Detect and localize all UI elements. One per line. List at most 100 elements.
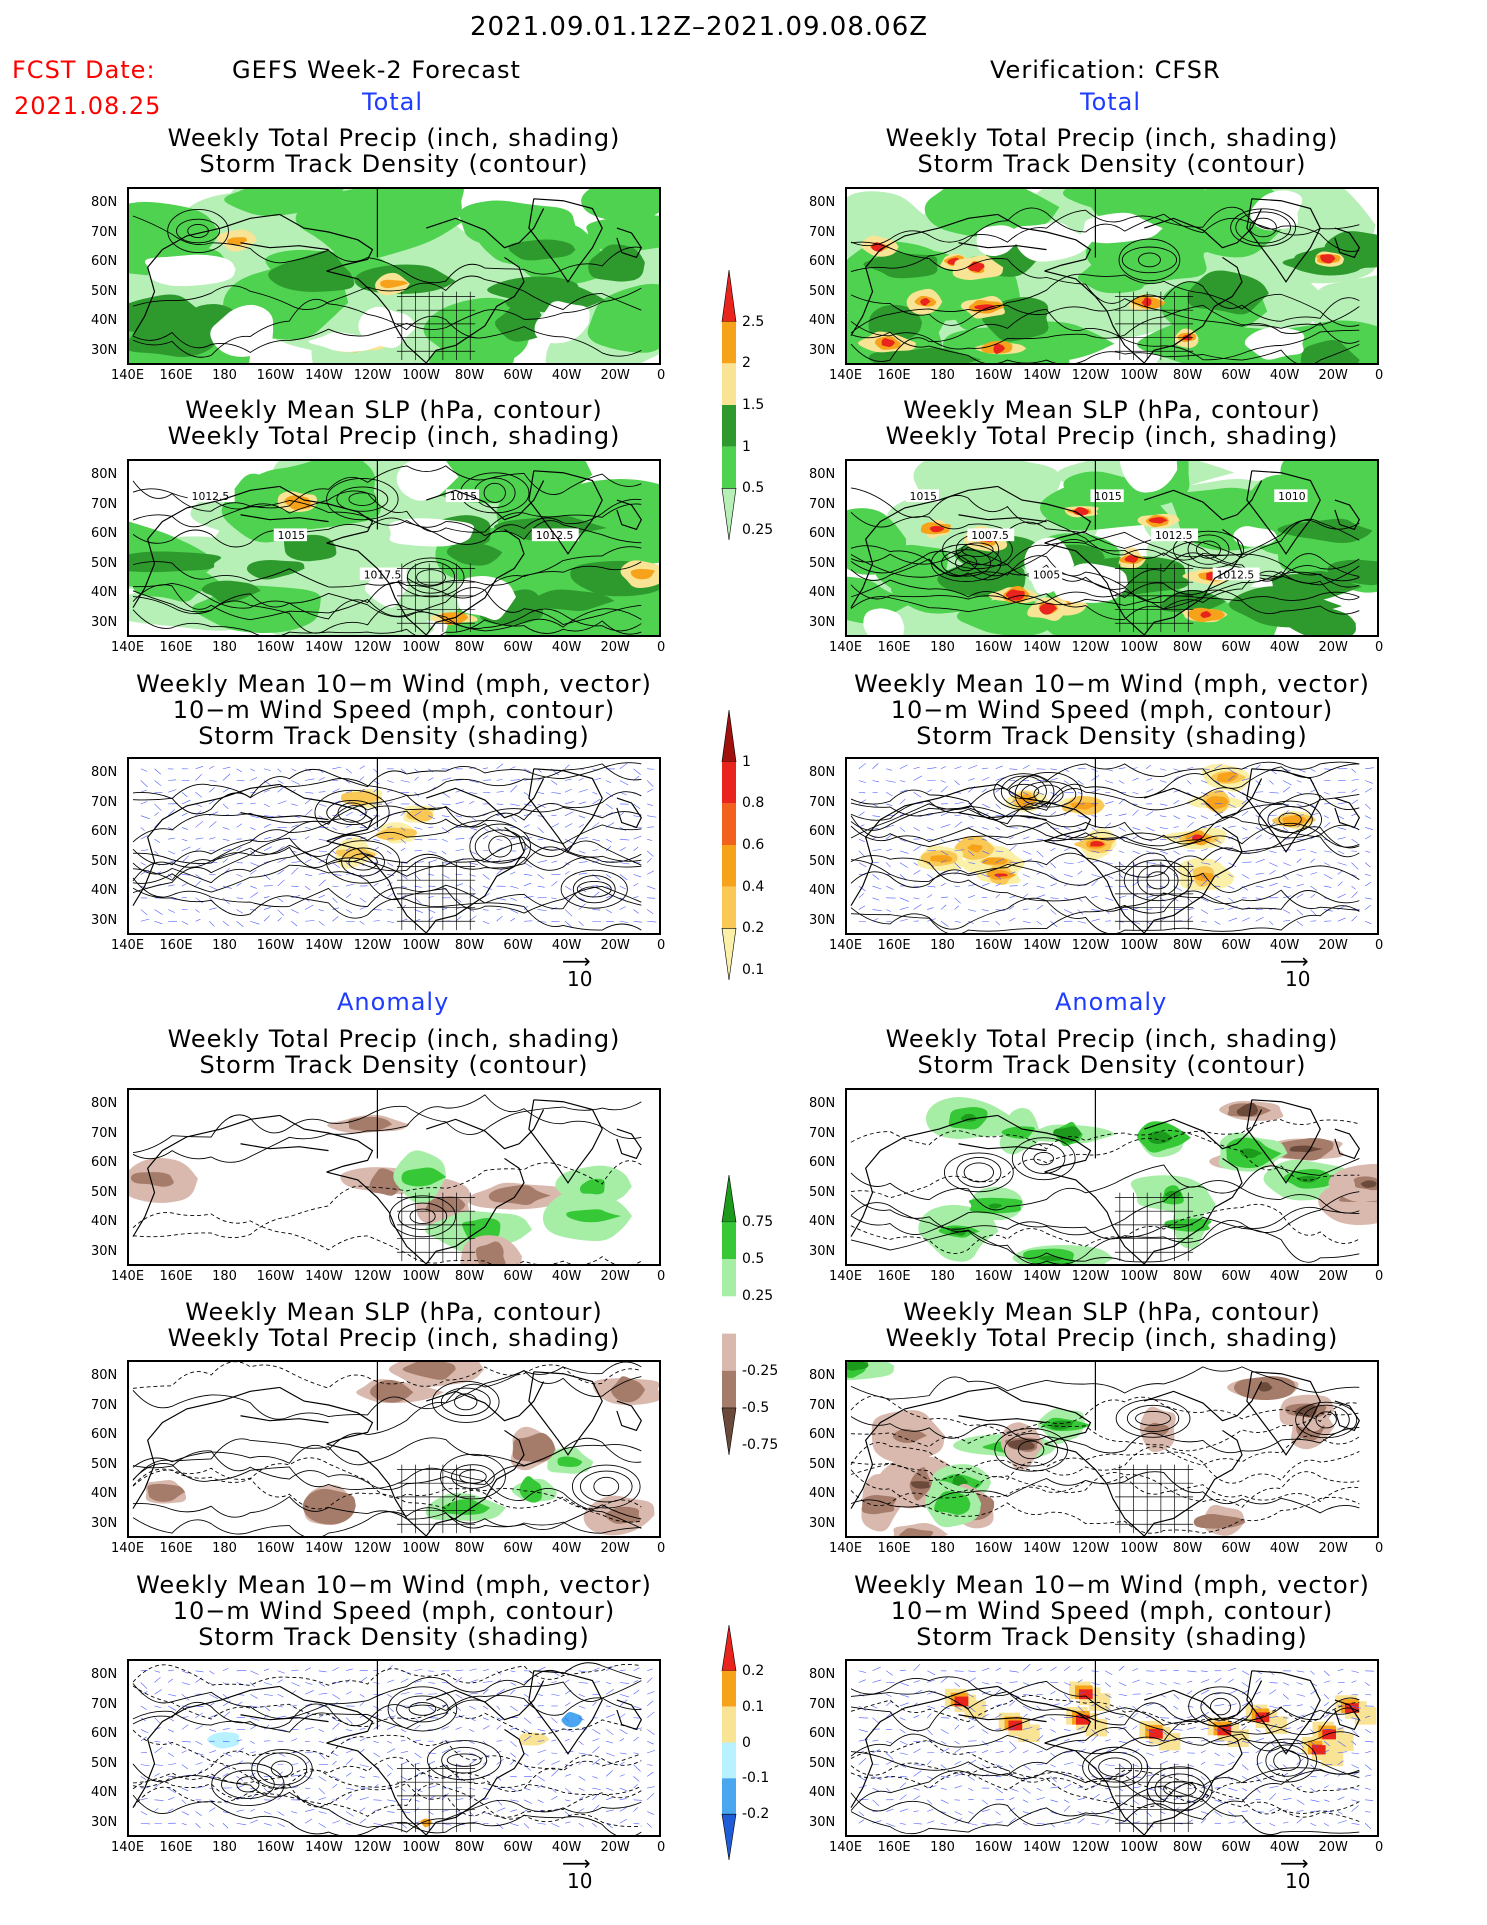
lon-tick-label: 140E [111, 938, 145, 953]
lon-tick-label: 120W [1071, 1840, 1110, 1855]
lat-tick-label: 80N [91, 1096, 118, 1111]
lon-tick-label: 100W [1120, 368, 1158, 383]
lon-tick-label: 160W [974, 1541, 1013, 1556]
lat-tick-label: 30N [91, 614, 118, 630]
lon-tick-label: 160W [974, 938, 1013, 953]
lat-tick-label: 60N [91, 1155, 118, 1170]
fcst-date-label: FCST Date: [12, 56, 156, 84]
lon-tick-label: 140W [1023, 640, 1061, 655]
lat-tick-label: 80N [809, 765, 836, 780]
lon-tick-label: 40W [551, 1840, 582, 1855]
lon-tick-label: 40W [1269, 640, 1300, 655]
fcst-anom-slp_precip-title-2: Weekly Total Precip (inch, shading) [167, 1324, 621, 1352]
ver-total-wind-title-3: Storm Track Density (shading) [916, 722, 1308, 750]
lat-tick-label: 30N [809, 342, 836, 358]
right-anomaly-label: Anomaly [1055, 988, 1168, 1016]
lat-tick-label: 70N [809, 1696, 836, 1712]
slp-contour-label: 1005 [1033, 568, 1060, 581]
lon-tick-label: 120W [353, 1269, 392, 1284]
lat-tick-label: 60N [809, 526, 836, 541]
lon-tick-label: 180 [212, 368, 237, 383]
lon-tick-label: 80W [454, 368, 485, 383]
lon-tick-label: 20W [1318, 1840, 1348, 1855]
ver-anom-slp_precip-title-2: Weekly Total Precip (inch, shading) [885, 1324, 1339, 1352]
vector-scale-arrow: ⟶ [562, 1851, 591, 1875]
lon-tick-label: 160W [256, 368, 295, 383]
lon-tick-label: 100W [402, 368, 440, 383]
lat-tick-label: 70N [91, 1125, 118, 1141]
ver-total-slp_precip-field: 1015 1007.5 1005 1015 1012.5 1012.5 1010 [847, 461, 1377, 635]
lon-tick-label: 160E [159, 368, 193, 383]
lat-tick-label: 30N [91, 912, 118, 928]
ver-anom-precip_track-map [845, 1088, 1379, 1266]
slp-contour-label: 1010 [1278, 490, 1306, 503]
precip-total-colorbar [721, 269, 737, 541]
lon-tick-label: 140W [1023, 1840, 1061, 1855]
lat-tick-label: 40N [809, 1486, 836, 1501]
lon-tick-label: 0 [1375, 368, 1384, 383]
lon-tick-label: 80W [1172, 938, 1203, 953]
lon-tick-label: 20W [1318, 640, 1348, 655]
vector-scale-label: 10 [1285, 1869, 1311, 1893]
lat-tick-label: 60N [91, 526, 118, 541]
fcst-anom-slp_precip-title-1: Weekly Mean SLP (hPa, contour) [185, 1298, 603, 1326]
lat-tick-label: 50N [809, 853, 836, 869]
fcst-total-wind-title-3: Storm Track Density (shading) [198, 722, 590, 750]
lat-tick-label: 30N [91, 342, 118, 358]
lon-tick-label: 100W [402, 1541, 440, 1556]
lon-tick-label: 180 [212, 640, 237, 655]
lon-tick-label: 160E [159, 1269, 193, 1284]
lat-tick-label: 40N [809, 1785, 836, 1800]
lon-tick-label: 20W [1318, 1541, 1348, 1556]
lat-tick-label: 70N [809, 496, 836, 512]
lat-tick-label: 30N [809, 1814, 836, 1830]
fcst-total-precip_track-title-2: Storm Track Density (contour) [199, 150, 589, 178]
ver-total-precip_track-map [845, 187, 1379, 365]
lon-tick-label: 80W [1172, 1269, 1203, 1284]
lon-tick-label: 0 [1375, 640, 1384, 655]
lon-tick-label: 160W [974, 368, 1013, 383]
lon-tick-label: 140W [1023, 368, 1061, 383]
lon-tick-label: 60W [1221, 368, 1251, 383]
ver-total-wind-field [850, 759, 1374, 933]
lon-tick-label: 140W [305, 1840, 343, 1855]
lat-tick-label: 50N [91, 555, 118, 571]
lon-tick-label: 100W [1120, 938, 1158, 953]
lon-tick-label: 180 [930, 1269, 955, 1284]
lon-tick-label: 100W [402, 938, 440, 953]
vector-scale-arrow: ⟶ [1280, 1851, 1309, 1875]
lon-tick-label: 60W [503, 640, 533, 655]
lon-tick-label: 120W [1071, 1541, 1110, 1556]
lon-tick-label: 60W [503, 1269, 533, 1284]
lat-tick-label: 70N [91, 1397, 118, 1413]
precip-total-colorbar-label: 2 [742, 355, 751, 372]
lat-tick-label: 80N [91, 1667, 118, 1682]
lon-tick-label: 60W [503, 938, 533, 953]
precip-total-colorbar-label: 0.5 [742, 480, 765, 497]
slp-contour-label: 1015 [910, 490, 937, 503]
lat-tick-label: 70N [809, 1125, 836, 1141]
lon-tick-label: 140E [829, 1840, 863, 1855]
ver-anom-wind-map [845, 1659, 1379, 1837]
lat-tick-label: 60N [91, 1427, 118, 1442]
slp-contour-label: 1012.5 [1217, 568, 1255, 581]
fcst-anom-wind-title-3: Storm Track Density (shading) [198, 1623, 590, 1651]
ver-anom-slp_precip-map [845, 1360, 1379, 1538]
lat-tick-label: 80N [809, 195, 836, 210]
lon-tick-label: 0 [1375, 1269, 1384, 1284]
slp-contour-label: 1015 [278, 529, 305, 542]
lon-tick-label: 40W [1269, 1269, 1300, 1284]
ver-anom-wind-field [850, 1661, 1377, 1835]
track-total-colorbar-label: 0.1 [742, 962, 765, 978]
lat-tick-label: 60N [809, 254, 836, 269]
lon-tick-label: 160W [974, 640, 1013, 655]
lon-tick-label: 100W [1120, 1541, 1158, 1556]
lon-tick-label: 0 [1375, 1541, 1384, 1556]
lon-tick-label: 100W [402, 1269, 440, 1284]
slp-contour-label: 1015 [1094, 490, 1121, 503]
lon-tick-label: 80W [454, 938, 485, 953]
lat-tick-label: 80N [809, 1667, 836, 1682]
lon-tick-label: 120W [1071, 938, 1110, 953]
lat-tick-label: 40N [91, 313, 118, 328]
